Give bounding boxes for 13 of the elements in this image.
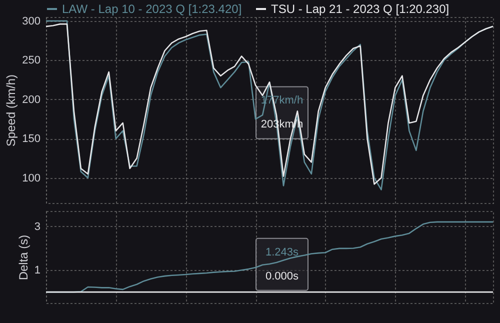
- y-tick-label: 300: [22, 15, 40, 28]
- y-tick-label: 250: [22, 54, 40, 67]
- y-axis-title: Delta (s): [16, 234, 30, 280]
- y-tick-label: 150: [22, 133, 40, 146]
- y-tick-label: 1: [34, 264, 40, 277]
- legend-label: TSU - Lap 21 - 2023 Q [1:20.230]: [271, 2, 450, 16]
- y-axis-title: Speed (km/h): [4, 74, 18, 147]
- annotation: 0.000s: [265, 270, 300, 282]
- annotation: 1.243s: [265, 246, 300, 258]
- y-tick-label: 200: [22, 94, 40, 106]
- y-tick-label: 100: [22, 172, 40, 184]
- y-tick-label: 3: [34, 220, 40, 233]
- series-label: LAW - Lap 10 - 2023 Q [1:23.420]: [62, 2, 242, 16]
